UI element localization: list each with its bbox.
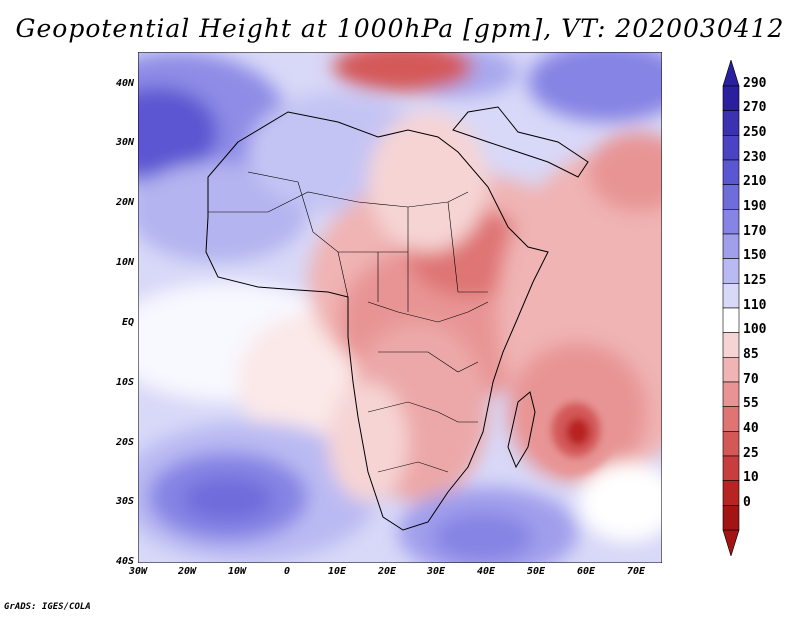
lon-label-20w: 20W [177,566,197,577]
colorbar-cell [722,332,740,358]
colorbar-cell [722,283,740,309]
colorbar-cell [722,184,740,210]
lon-label-0: 0 [283,566,291,577]
lon-label-30e: 30E [426,566,446,577]
lon-label-20e: 20E [377,566,397,577]
coastlines [205,106,589,531]
colorbar-cell [722,135,740,161]
map-title: Geopotential Height at 1000hPa [gpm], VT… [15,14,785,43]
colorbar-cell [722,60,740,87]
lat-label-30s: 30S [115,496,134,507]
colorbar-cell [722,258,740,284]
colorbar-cell [722,480,740,506]
colorbar-label: 25 [743,445,759,461]
lat-label-30n: 30N [115,137,134,148]
colorbar-label: 230 [743,149,767,165]
colorbar-cell [722,505,740,531]
lon-label-40e: 40E [476,566,496,577]
colorbar-cell [722,357,740,383]
colorbar-label: 170 [743,223,767,239]
colorbar-label: 100 [743,322,767,338]
footer-credit: GrADS: IGES/COLA [4,602,91,612]
lat-label-10n: 10N [115,257,134,268]
colorbar-cell [722,455,740,481]
colorbar-label: 125 [743,273,767,288]
lon-label-50e: 50E [526,566,546,577]
colorbar-cell [722,233,740,259]
lon-label-60e: 60E [576,566,596,577]
colorbar-cell [722,406,740,432]
lon-label-30w: 30W [128,566,148,577]
lon-label-10w: 10W [227,566,247,577]
lon-label-70e: 70E [626,566,646,577]
colorbar-label: 290 [743,75,767,91]
colorbar-label: 150 [743,248,767,264]
colorbar-label: 210 [743,174,767,190]
colorbar-cell [722,159,740,185]
colorbar [722,60,740,556]
colorbar-label: 55 [743,396,759,412]
colorbar-cell [722,307,740,333]
colorbar-label: 190 [743,199,767,214]
borders [208,171,489,473]
lat-label-eq: EQ [121,317,134,328]
geopotential-map [138,52,662,563]
lat-label-20s: 20S [115,437,134,448]
colorbar-label: 110 [743,297,767,313]
colorbar-cell [722,431,740,457]
colorbar-cell [722,85,740,111]
lat-label-10s: 10S [115,377,134,388]
colorbar-label: 270 [743,100,767,116]
colorbar-label: 70 [743,371,759,387]
lat-label-40n: 40N [115,78,134,89]
lon-label-10e: 10E [327,566,347,577]
colorbar-label: 10 [743,470,759,486]
colorbar-label: 85 [743,347,759,362]
lat-label-40s: 40S [115,556,134,567]
colorbar-cell [722,529,740,556]
colorbar-label: 0 [743,495,751,510]
colorbar-cell [722,209,740,235]
colorbar-label: 40 [743,421,759,436]
lat-label-20n: 20N [115,197,134,208]
colorbar-cell [722,381,740,407]
colorbar-cell [722,110,740,136]
colorbar-label: 250 [743,125,767,140]
